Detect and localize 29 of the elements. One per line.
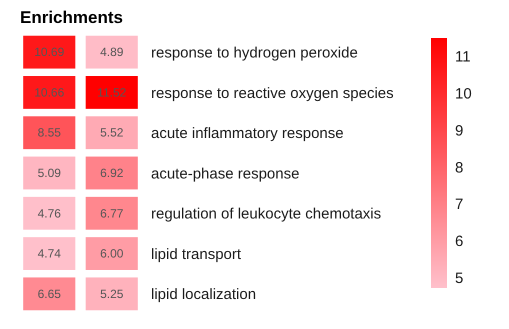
- color-bar-label: 8: [455, 159, 464, 176]
- data-label: 4.89: [100, 45, 124, 60]
- data-label: 11.52: [97, 85, 127, 100]
- y-tick-label: acute inflammatory response: [151, 125, 344, 142]
- color-bar-label: 11: [455, 48, 471, 66]
- data-label: 5.25: [100, 286, 124, 301]
- data-label: 5.09: [38, 166, 62, 180]
- data-label: 6.77: [100, 206, 124, 220]
- data-label: 4.76: [38, 206, 62, 220]
- data-label: 8.55: [38, 126, 62, 140]
- color-bar-label: 9: [455, 122, 464, 140]
- y-tick-label: lipid transport: [151, 246, 242, 263]
- color-bar-label: 7: [455, 196, 464, 214]
- color-bar-label: 10: [455, 86, 472, 103]
- data-label: 6.00: [100, 246, 124, 261]
- y-tick-label: response to reactive oxygen species: [151, 84, 394, 102]
- color-bar-label: 5: [455, 270, 464, 287]
- y-tick-label: regulation of leukocyte chemotaxis: [151, 206, 382, 223]
- data-label: 10.69: [34, 45, 65, 60]
- data-label: 4.74: [38, 246, 62, 261]
- color-bar-label: 6: [455, 233, 464, 250]
- chart-title: Enrichments: [19, 8, 124, 28]
- data-label: 6.92: [100, 166, 124, 180]
- data-label: 10.66: [34, 85, 65, 100]
- data-label: 5.52: [100, 126, 124, 140]
- y-tick-label: response to hydrogen peroxide: [151, 44, 358, 62]
- y-tick-label: acute-phase response: [151, 165, 300, 182]
- y-tick-label: lipid localization: [151, 286, 256, 304]
- data-label: 6.65: [38, 286, 62, 301]
